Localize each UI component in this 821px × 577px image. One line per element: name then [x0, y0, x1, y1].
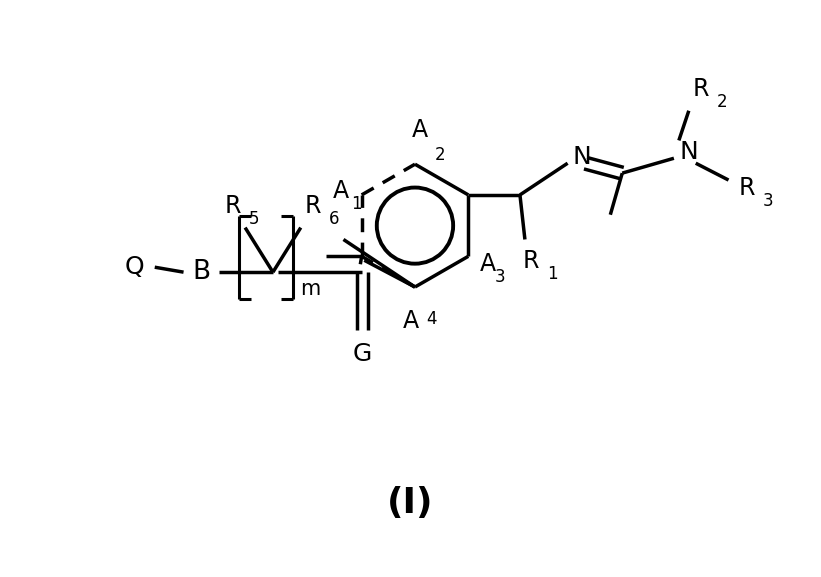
Text: R: R — [738, 176, 754, 200]
Text: B: B — [192, 259, 210, 285]
Text: N: N — [572, 145, 591, 169]
Text: 3: 3 — [495, 268, 506, 286]
Text: 5: 5 — [249, 209, 259, 228]
Text: (I): (I) — [387, 486, 433, 520]
Text: 1: 1 — [547, 265, 557, 283]
Text: R: R — [225, 194, 241, 218]
Text: A: A — [480, 252, 497, 276]
Text: A: A — [403, 309, 419, 333]
Text: N: N — [680, 140, 698, 164]
Text: A: A — [333, 179, 349, 203]
Text: 4: 4 — [426, 310, 437, 328]
Text: m: m — [300, 279, 321, 299]
Text: G: G — [353, 342, 372, 366]
Text: R: R — [305, 194, 321, 218]
Text: 6: 6 — [328, 209, 339, 228]
Text: R: R — [692, 77, 709, 101]
Text: 2: 2 — [717, 93, 727, 111]
Text: 3: 3 — [762, 192, 773, 210]
Text: 2: 2 — [435, 147, 446, 164]
Text: A: A — [412, 118, 428, 143]
Text: R: R — [523, 249, 539, 273]
Text: 1: 1 — [351, 195, 361, 213]
Text: Q: Q — [125, 255, 144, 279]
